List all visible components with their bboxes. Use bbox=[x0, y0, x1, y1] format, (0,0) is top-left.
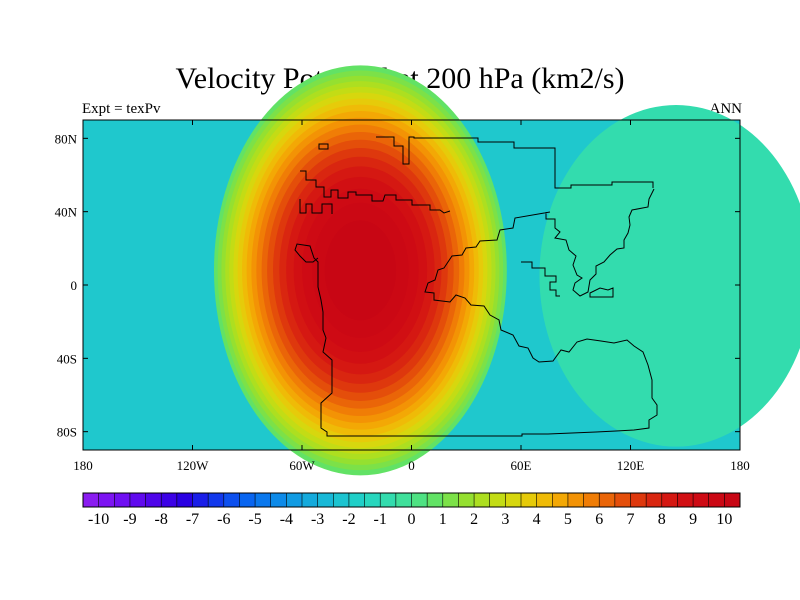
continent-outline bbox=[294, 136, 658, 437]
colorbar-swatch bbox=[270, 493, 287, 507]
colorbar-swatch bbox=[129, 493, 146, 507]
colorbar-label: 9 bbox=[689, 511, 697, 528]
contour-band bbox=[539, 105, 800, 447]
colorbar-swatch bbox=[724, 493, 741, 507]
colorbar-swatch bbox=[552, 493, 569, 507]
colorbar-swatch bbox=[239, 493, 256, 507]
colorbar-swatch bbox=[411, 493, 428, 507]
colorbar-swatch bbox=[348, 493, 365, 507]
colorbar-label: -2 bbox=[342, 511, 355, 528]
x-tick-label: 180 bbox=[730, 458, 750, 473]
colorbar-swatch bbox=[286, 493, 303, 507]
y-tick-label: 40S bbox=[57, 351, 77, 366]
colorbar: -10 -9 -8 -7 -6 -5 -4 -3 -2 -1 0 1 2 3 4 5 6 7 8 9 10 bbox=[82, 492, 741, 528]
x-tick-label: 120W bbox=[177, 458, 210, 473]
x-tick-label: 180 bbox=[73, 458, 93, 473]
y-tick-label: 0 bbox=[71, 278, 78, 293]
colorbar-swatch bbox=[458, 493, 475, 507]
colorbar-swatch bbox=[489, 493, 506, 507]
colorbar-label: -8 bbox=[155, 511, 168, 528]
colorbar-label: 1 bbox=[439, 511, 447, 528]
colorbar-label: 10 bbox=[716, 511, 732, 528]
colorbar-swatch bbox=[114, 493, 131, 507]
colorbar-swatch bbox=[708, 493, 725, 507]
colorbar-swatch bbox=[161, 493, 178, 507]
colorbar-swatch bbox=[599, 493, 616, 507]
colorbar-label: 6 bbox=[595, 511, 603, 528]
colorbar-swatch bbox=[364, 493, 381, 507]
colorbar-swatch bbox=[677, 493, 694, 507]
colorbar-swatch bbox=[693, 493, 710, 507]
y-tick-label: 80N bbox=[55, 131, 78, 146]
colorbar-swatch bbox=[380, 493, 397, 507]
x-tick-label: 60W bbox=[289, 458, 315, 473]
colorbar-swatch bbox=[505, 493, 522, 507]
colorbar-swatch bbox=[567, 493, 584, 507]
colorbar-label: 4 bbox=[533, 511, 541, 528]
colorbar-label: -1 bbox=[374, 511, 387, 528]
colorbar-swatch bbox=[661, 493, 678, 507]
colorbar-label: 2 bbox=[470, 511, 478, 528]
colorbar-swatch bbox=[427, 493, 444, 507]
colorbar-swatch bbox=[208, 493, 225, 507]
colorbar-swatch bbox=[145, 493, 162, 507]
colorbar-label: 8 bbox=[658, 511, 666, 528]
colorbar-label: -4 bbox=[280, 511, 293, 528]
colorbar-swatch bbox=[192, 493, 209, 507]
y-tick-label: 80S bbox=[57, 425, 77, 440]
contour-field bbox=[213, 65, 800, 476]
x-tick-label: 120E bbox=[617, 458, 645, 473]
y-tick-label: 40N bbox=[55, 205, 78, 220]
colorbar-label: -10 bbox=[88, 511, 109, 528]
x-tick-label: 0 bbox=[408, 458, 415, 473]
colorbar-swatch bbox=[83, 493, 99, 507]
colorbar-swatch bbox=[176, 493, 193, 507]
colorbar-label: 3 bbox=[501, 511, 509, 528]
colorbar-swatch bbox=[614, 493, 631, 507]
colorbar-swatch bbox=[333, 493, 350, 507]
season-label: ANN bbox=[709, 101, 743, 117]
colorbar-swatch bbox=[255, 493, 272, 507]
colorbar-swatch bbox=[630, 493, 647, 507]
colorbar-swatch bbox=[536, 493, 553, 507]
colorbar-swatch bbox=[98, 493, 115, 507]
colorbar-swatch bbox=[646, 493, 663, 507]
x-tick-label: 60E bbox=[511, 458, 532, 473]
colorbar-swatch bbox=[442, 493, 459, 507]
colorbar-label: -3 bbox=[311, 511, 324, 528]
colorbar-swatch bbox=[302, 493, 318, 507]
experiment-label: Expt = texPv bbox=[82, 101, 161, 117]
colorbar-label: -9 bbox=[123, 511, 136, 528]
colorbar-swatch bbox=[223, 493, 240, 507]
colorbar-label: 0 bbox=[408, 511, 416, 528]
colorbar-label: -6 bbox=[217, 511, 230, 528]
colorbar-border bbox=[82, 492, 741, 508]
colorbar-label: 5 bbox=[564, 511, 572, 528]
colorbar-swatch bbox=[395, 493, 412, 507]
colorbar-label: 7 bbox=[627, 511, 635, 528]
colorbar-swatch bbox=[583, 493, 600, 507]
contour-band bbox=[324, 220, 397, 321]
map-panel bbox=[82, 65, 800, 476]
colorbar-label: -5 bbox=[248, 511, 261, 528]
colorbar-swatch bbox=[521, 493, 537, 507]
colorbar-swatch bbox=[317, 493, 334, 507]
axes: 180 120W 60W 0 60E 120E 180 80N 40N 0 40S 80S bbox=[55, 120, 750, 473]
colorbar-label: -7 bbox=[186, 511, 199, 528]
colorbar-swatch bbox=[474, 493, 491, 507]
